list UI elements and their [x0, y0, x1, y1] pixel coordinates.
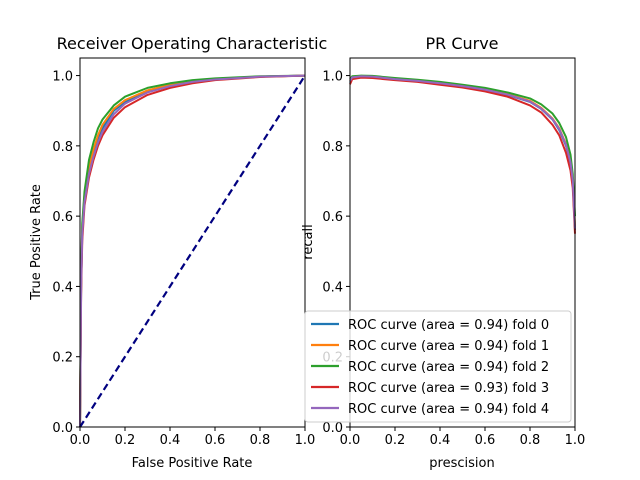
roc-xlabel: False Positive Rate [132, 456, 253, 471]
roc-x-tick-label: 0.8 [250, 433, 271, 448]
legend-label: ROC curve (area = 0.94) fold 2 [348, 360, 549, 375]
roc-y-tick-label: 1.0 [52, 70, 73, 85]
roc-y-tick-label: 0.0 [52, 421, 73, 436]
legend-label: ROC curve (area = 0.94) fold 1 [348, 339, 549, 354]
pr-x-tick-label: 0.8 [520, 433, 541, 448]
legend-box [304, 310, 572, 423]
roc-x-tick-label: 0.4 [160, 433, 181, 448]
pr-series-line-4 [349, 75, 576, 229]
legend-label: ROC curve (area = 0.93) fold 3 [348, 381, 549, 396]
roc-chart: Receiver Operating Characteristic 0.0 0.2… [29, 34, 327, 471]
roc-title: Receiver Operating Characteristic [57, 34, 328, 53]
pr-series-layer [349, 74, 576, 234]
pr-axes-frame [349, 57, 576, 428]
pr-xlabel: prescision [429, 456, 494, 471]
roc-x-tick-label: 0.2 [115, 433, 136, 448]
pr-series-line-3 [349, 76, 576, 234]
roc-series-layer [79, 74, 306, 428]
roc-x-tick-label: 1.0 [295, 433, 316, 448]
roc-y-tick-label: 0.4 [52, 280, 73, 295]
roc-y-tick-label: 0.2 [52, 351, 73, 366]
roc-ylabel: True Positive Rate [29, 184, 44, 301]
pr-x-tick-label: 0.6 [475, 433, 496, 448]
pr-legend: ROC curve (area = 0.94) fold 0 ROC curve … [304, 310, 572, 423]
pr-y-tick-label: 0.6 [322, 210, 343, 225]
pr-y-tick-label: 0.4 [322, 280, 343, 295]
pr-x-tick-label: 0.0 [340, 433, 361, 448]
roc-y-tick-label: 0.8 [52, 140, 73, 155]
legend-label: ROC curve (area = 0.94) fold 4 [348, 402, 549, 417]
pr-x-tick-label: 0.2 [385, 433, 406, 448]
pr-ylabel: recall [301, 224, 316, 259]
pr-y-tick-label: 0.0 [322, 421, 343, 436]
pr-x-tick-label: 1.0 [565, 433, 586, 448]
roc-axes-frame [79, 57, 306, 428]
pr-y-tick-label: 0.8 [322, 140, 343, 155]
roc-series-line-4 [79, 74, 306, 428]
roc-x-tick-label: 0.0 [70, 433, 91, 448]
pr-x-tick-label: 0.4 [430, 433, 451, 448]
pr-y-tick-label: 1.0 [322, 70, 343, 85]
pr-title: PR Curve [425, 34, 498, 53]
roc-x-tick-label: 0.6 [205, 433, 226, 448]
roc-ticks-layer: 0.0 0.2 0.4 0.6 0.8 1.0 0.0 0.2 0.4 0.6 0.8 1.0 [52, 70, 315, 448]
roc-y-tick-label: 0.6 [52, 210, 73, 225]
legend-label: ROC curve (area = 0.94) fold 0 [348, 318, 549, 333]
roc-chance-line [79, 74, 306, 428]
